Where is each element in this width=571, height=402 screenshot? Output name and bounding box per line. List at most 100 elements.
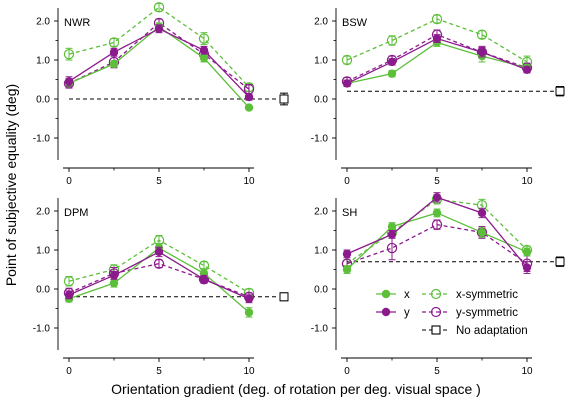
point-x-symmetric [63,276,75,287]
series-line-y [68,28,250,98]
point-x-symmetric [431,13,443,25]
point-x-symmetric [153,2,165,13]
legend-ysym-label: y-symmetric [456,307,518,319]
point-x [342,265,352,274]
y-tick-label: 1.0 [314,56,328,67]
legend-xsym-marker [430,288,442,300]
point-x [387,69,397,78]
y-tick-label: -1.0 [33,134,51,145]
panel-title: SH [342,207,357,219]
no-adaptation-marker [555,257,565,267]
point-y-symmetric [431,219,443,230]
point-y-symmetric [153,258,165,269]
y-tick-label: 0.0 [36,285,50,296]
y-tick-label: 0.0 [314,285,328,296]
x-tick-label: 5 [434,176,440,187]
legend-x-marker [381,289,391,299]
point-y [342,249,352,259]
point-y [244,92,254,102]
legend-xsym-label: x-symmetric [456,289,518,301]
point-x [199,53,209,63]
point-x-symmetric [386,35,398,46]
y-tick-label: 1.0 [36,56,50,67]
no-adaptation-marker [279,94,289,104]
point-x [109,278,119,288]
point-y [64,290,74,300]
point-y [64,77,74,86]
series-line-x-symmetric [68,6,250,88]
point-x [387,222,397,231]
y-tick-label: 0.0 [314,95,328,106]
point-x-symmetric [476,29,488,40]
y-tick-label: 1.0 [314,246,328,257]
legend-noadapt-marker [431,325,441,335]
x-tick-label: 0 [66,366,72,377]
point-y [432,193,442,202]
point-y [244,294,254,303]
panel-nwr: -1.0 0.0 1.0 2.0 0 5 10 NWR [33,2,289,187]
point-y [342,79,352,88]
x-tick-label: 5 [156,176,162,187]
series-line-x-symmetric [346,198,528,265]
x-tick-label: 10 [243,176,255,187]
y-tick-label: 2.0 [36,207,50,218]
point-y [109,271,119,280]
point-x-symmetric [341,54,353,66]
point-x-symmetric [198,33,210,44]
point-y [477,208,487,218]
point-x [244,103,254,112]
point-y [154,24,164,33]
point-x [109,59,119,69]
y-axis-label: Point of subjective equality (deg) [3,84,19,286]
point-x-symmetric [63,48,75,60]
point-y [199,46,209,55]
y-tick-label: -1.0 [311,134,329,145]
x-tick-label: 10 [243,366,255,377]
legend: x x-symmetric y y-symmetric No adaptatio… [376,288,528,337]
panel-title: BSW [342,17,368,29]
x-tick-label: 5 [434,366,440,377]
y-tick-label: 2.0 [36,17,50,28]
series-line-x [68,26,250,109]
point-y [387,230,397,239]
panel-title: NWR [64,17,90,29]
point-x [477,228,487,237]
panel-dpm: -1.0 0.0 1.0 2.0 0 5 10 DPM [33,198,289,377]
point-y-symmetric [243,84,255,95]
x-tick-label: 10 [521,366,533,377]
x-tick-label: 0 [66,176,72,187]
y-tick-label: 1.0 [36,246,50,257]
no-adaptation-marker [279,292,289,302]
no-adaptation-marker [555,86,565,96]
point-x [522,247,532,257]
panels-group: -1.0 0.0 1.0 2.0 0 5 10 NWR -1.0 0.0 1.0 2.0 0 5 10 BSW… [33,2,565,377]
y-tick-label: 2.0 [314,207,328,218]
x-axis-label: Orientation gradient (deg. of rotation p… [111,381,481,397]
legend-x-label: x [404,289,410,301]
x-tick-label: 10 [521,176,533,187]
y-tick-label: 0.0 [36,95,50,106]
point-y [477,48,487,57]
legend-y-label: y [404,307,410,319]
legend-noadapt-label: No adaptation [456,325,528,337]
point-x [432,208,442,218]
point-y [109,48,119,57]
y-tick-label: 2.0 [314,17,328,28]
legend-ysym-marker [430,306,442,318]
point-y [154,247,164,257]
point-y [199,275,209,284]
point-x-symmetric [108,37,120,48]
panel-sh: -1.0 0.0 1.0 2.0 0 5 10 SH [311,192,565,377]
x-tick-label: 5 [156,366,162,377]
point-y-symmetric [386,242,398,254]
panel-bsw: -1.0 0.0 1.0 2.0 0 5 10 BSW [311,8,565,187]
x-tick-label: 0 [344,176,350,187]
legend-y-marker [381,307,391,317]
series-line-y [346,196,528,268]
point-y [387,57,397,67]
panel-title: DPM [64,207,88,219]
y-tick-label: -1.0 [311,324,329,335]
series-line-x [68,247,250,313]
point-y [522,263,532,272]
